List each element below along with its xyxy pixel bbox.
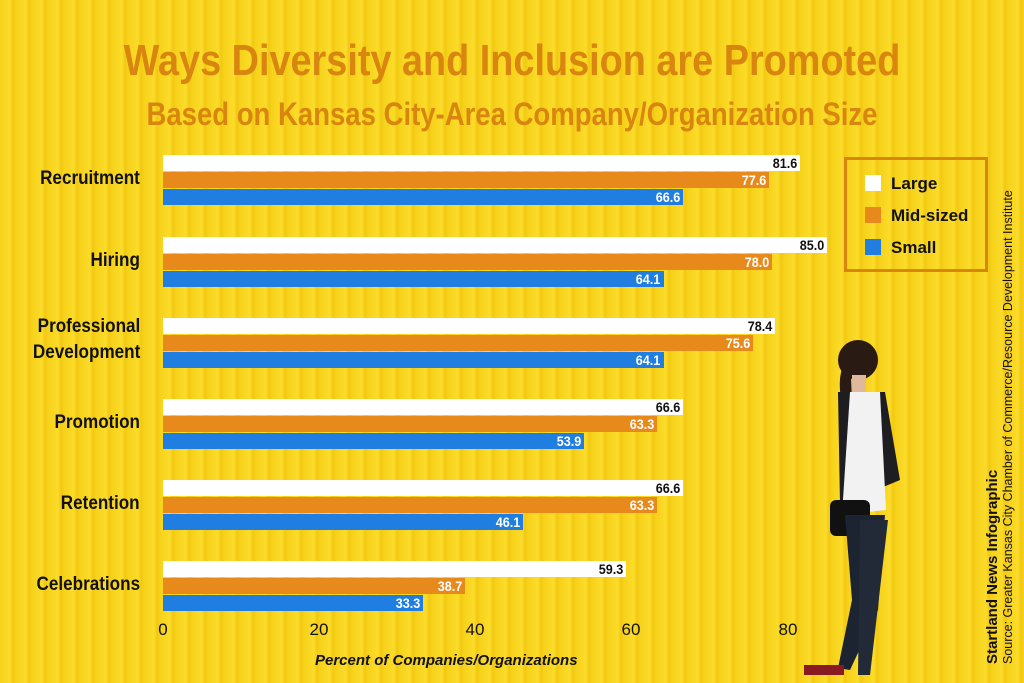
- bar-small: [163, 271, 664, 287]
- x-tick: 60: [621, 620, 641, 639]
- chart-title: Ways Diversity and Inclusion are Promote…: [123, 36, 901, 85]
- walking-woman-photo: [804, 340, 900, 675]
- bar-mid-sized: [163, 254, 773, 270]
- legend-label: Large: [891, 174, 938, 193]
- data-label: 85.0: [799, 237, 824, 253]
- legend-swatch: [865, 207, 881, 223]
- x-tick: 40: [465, 620, 485, 639]
- data-label: 75.6: [725, 335, 751, 351]
- bar-large: [163, 237, 827, 253]
- credit: Startland News Infographic Source: Great…: [984, 190, 1015, 664]
- x-axis-label: Percent of Companies/Organizations: [315, 652, 578, 669]
- bar-mid-sized: [163, 335, 754, 351]
- chart-subtitle: Based on Kansas City-Area Company/Organi…: [146, 96, 878, 132]
- category-label: Hiring: [90, 250, 140, 271]
- data-label: 38.7: [437, 578, 463, 594]
- bar-large: [163, 318, 776, 334]
- category-label: Retention: [61, 493, 140, 514]
- data-label: 81.6: [772, 155, 798, 171]
- legend-item-mid-sized: Mid-sized: [865, 206, 968, 226]
- data-label: 78.0: [744, 254, 770, 270]
- legend-item-small: Small: [865, 238, 936, 258]
- data-label: 33.3: [395, 595, 421, 611]
- bar-large: [163, 480, 684, 496]
- bar-mid-sized: [163, 416, 658, 432]
- bar-mid-sized: [163, 578, 466, 594]
- data-label: 64.1: [636, 352, 661, 368]
- legend-swatch: [865, 239, 881, 255]
- legend-label: Mid-sized: [891, 206, 969, 225]
- data-label: 78.4: [747, 318, 773, 334]
- data-label: 59.3: [598, 561, 624, 577]
- category-label: Celebrations: [36, 574, 140, 595]
- bar-large: [163, 399, 684, 415]
- bar-mid-sized: [163, 172, 770, 188]
- category-label: Promotion: [54, 412, 141, 433]
- source-credit: Source: Greater Kansas City Chamber of C…: [1001, 190, 1015, 664]
- legend-item-large: Large: [865, 174, 937, 194]
- data-label: 66.6: [655, 399, 681, 415]
- bar-mid-sized: [163, 497, 658, 513]
- data-label: 66.6: [655, 189, 681, 205]
- data-label: 63.3: [629, 497, 655, 513]
- category-label: Professional Development: [32, 316, 140, 363]
- bar-small: [163, 189, 684, 205]
- bar-small: [163, 595, 424, 611]
- x-tick: 80: [778, 620, 798, 639]
- data-label: 63.3: [629, 416, 655, 432]
- legend-swatch: [865, 175, 881, 191]
- bar-large: [163, 561, 627, 577]
- category-label: Recruitment: [40, 168, 140, 189]
- bar-small: [163, 352, 664, 368]
- x-tick: 0: [158, 620, 168, 639]
- bar-large: [163, 155, 801, 171]
- bar-small: [163, 514, 524, 530]
- x-tick: 20: [309, 620, 329, 639]
- data-label: 77.6: [741, 172, 767, 188]
- data-label: 46.1: [495, 514, 521, 530]
- bar-small: [163, 433, 584, 449]
- legend: Large Mid-sized Small: [844, 157, 988, 272]
- data-label: 66.6: [655, 480, 681, 496]
- data-label: 53.9: [556, 433, 581, 449]
- data-label: 64.1: [636, 271, 661, 287]
- legend-label: Small: [891, 238, 937, 257]
- publisher-credit: Startland News Infographic: [984, 469, 1001, 664]
